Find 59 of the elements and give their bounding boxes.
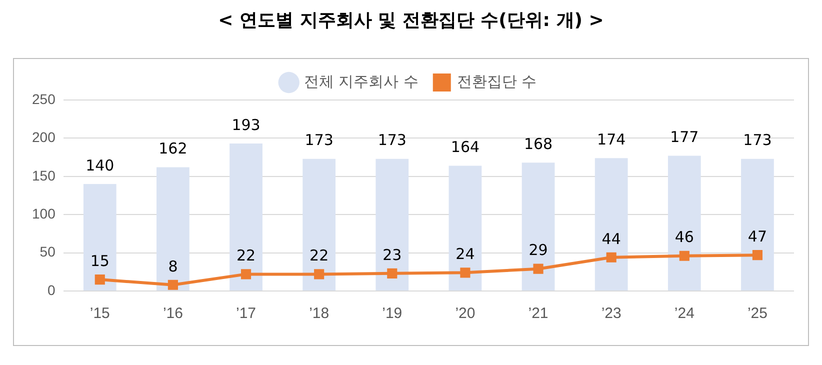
y-tick-label: 150 [32,167,56,184]
point [533,264,544,274]
bar [522,162,555,290]
y-tick-label: 100 [32,205,56,222]
x-tick-label: ’17 [236,305,256,322]
data-label: 22 [310,246,329,265]
point [94,274,105,285]
x-tick-label: ’16 [162,305,183,322]
x-tick-label: ’15 [90,305,110,322]
data-label: 22 [236,246,256,265]
bar [376,158,409,290]
data-label: 46 [674,228,694,246]
data-label: 47 [748,227,768,246]
point [387,268,398,278]
bar [83,184,116,290]
point [679,250,690,261]
data-label: 174 [597,130,626,148]
bar [594,158,628,290]
bar [230,144,262,290]
y-tick-label: 50 [40,244,56,260]
legend-label: 전환집단 수 [456,72,537,90]
data-label: 177 [670,128,699,146]
point [314,269,324,280]
data-label: 162 [158,140,188,158]
point [240,269,252,280]
data-label: 173 [743,131,772,150]
bar [448,166,482,290]
x-tick-label: ’24 [674,305,694,322]
data-label: 8 [168,257,178,276]
y-tick-label: 250 [32,90,56,107]
bar [156,167,190,290]
x-tick-label: ’25 [747,305,768,322]
data-label: 44 [602,230,621,248]
chart-title: < 연도별 지주회사 및 전환집단 수(단위: 개) > [217,9,605,32]
point [606,252,616,262]
data-label: 140 [86,156,114,174]
bar [741,158,774,290]
bar [302,158,336,290]
data-label: 173 [304,131,334,150]
data-label: 29 [528,241,548,260]
y-tick-label: 0 [48,282,56,298]
point [168,280,178,290]
data-label: 15 [90,252,110,270]
legend-label: 전체 지주회사 수 [304,72,418,90]
data-label: 24 [456,245,475,264]
data-label: 173 [378,131,406,150]
data-label: 23 [382,246,402,264]
point [460,268,470,278]
y-tick-label: 200 [32,129,56,146]
data-label: 168 [524,135,553,154]
x-tick-label: ’20 [455,305,476,322]
x-tick-label: ’18 [309,305,330,322]
data-label: 193 [232,116,260,134]
bar [668,156,701,290]
x-tick-label: ’21 [528,305,548,322]
point [752,250,763,260]
x-tick-label: ’23 [601,305,622,322]
x-tick-label: ’19 [382,305,402,322]
data-label: 164 [450,138,480,156]
